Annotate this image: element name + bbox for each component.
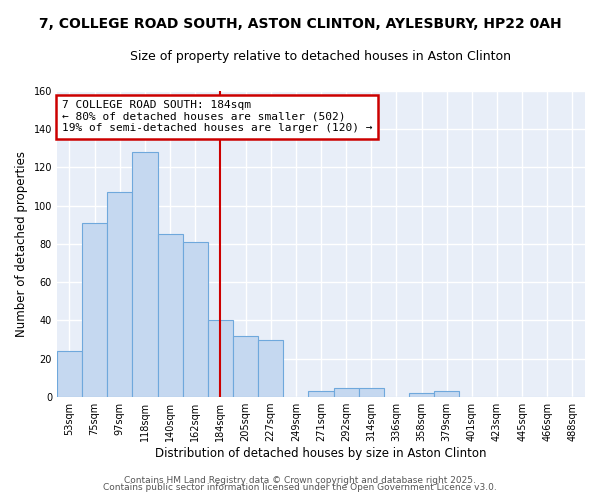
Bar	[182, 242, 208, 397]
Bar	[57, 351, 82, 397]
Bar	[233, 336, 258, 397]
Bar	[107, 192, 133, 397]
Bar	[334, 388, 359, 397]
Bar	[158, 234, 182, 397]
Bar	[434, 392, 459, 397]
Text: 7, COLLEGE ROAD SOUTH, ASTON CLINTON, AYLESBURY, HP22 0AH: 7, COLLEGE ROAD SOUTH, ASTON CLINTON, AY…	[38, 18, 562, 32]
X-axis label: Distribution of detached houses by size in Aston Clinton: Distribution of detached houses by size …	[155, 447, 487, 460]
Bar	[308, 392, 334, 397]
Bar	[133, 152, 158, 397]
Y-axis label: Number of detached properties: Number of detached properties	[15, 151, 28, 337]
Bar	[359, 388, 384, 397]
Bar	[82, 222, 107, 397]
Bar	[409, 394, 434, 397]
Text: Contains public sector information licensed under the Open Government Licence v3: Contains public sector information licen…	[103, 484, 497, 492]
Text: Contains HM Land Registry data © Crown copyright and database right 2025.: Contains HM Land Registry data © Crown c…	[124, 476, 476, 485]
Bar	[208, 320, 233, 397]
Title: Size of property relative to detached houses in Aston Clinton: Size of property relative to detached ho…	[130, 50, 511, 63]
Text: 7 COLLEGE ROAD SOUTH: 184sqm
← 80% of detached houses are smaller (502)
19% of s: 7 COLLEGE ROAD SOUTH: 184sqm ← 80% of de…	[62, 100, 373, 134]
Bar	[258, 340, 283, 397]
